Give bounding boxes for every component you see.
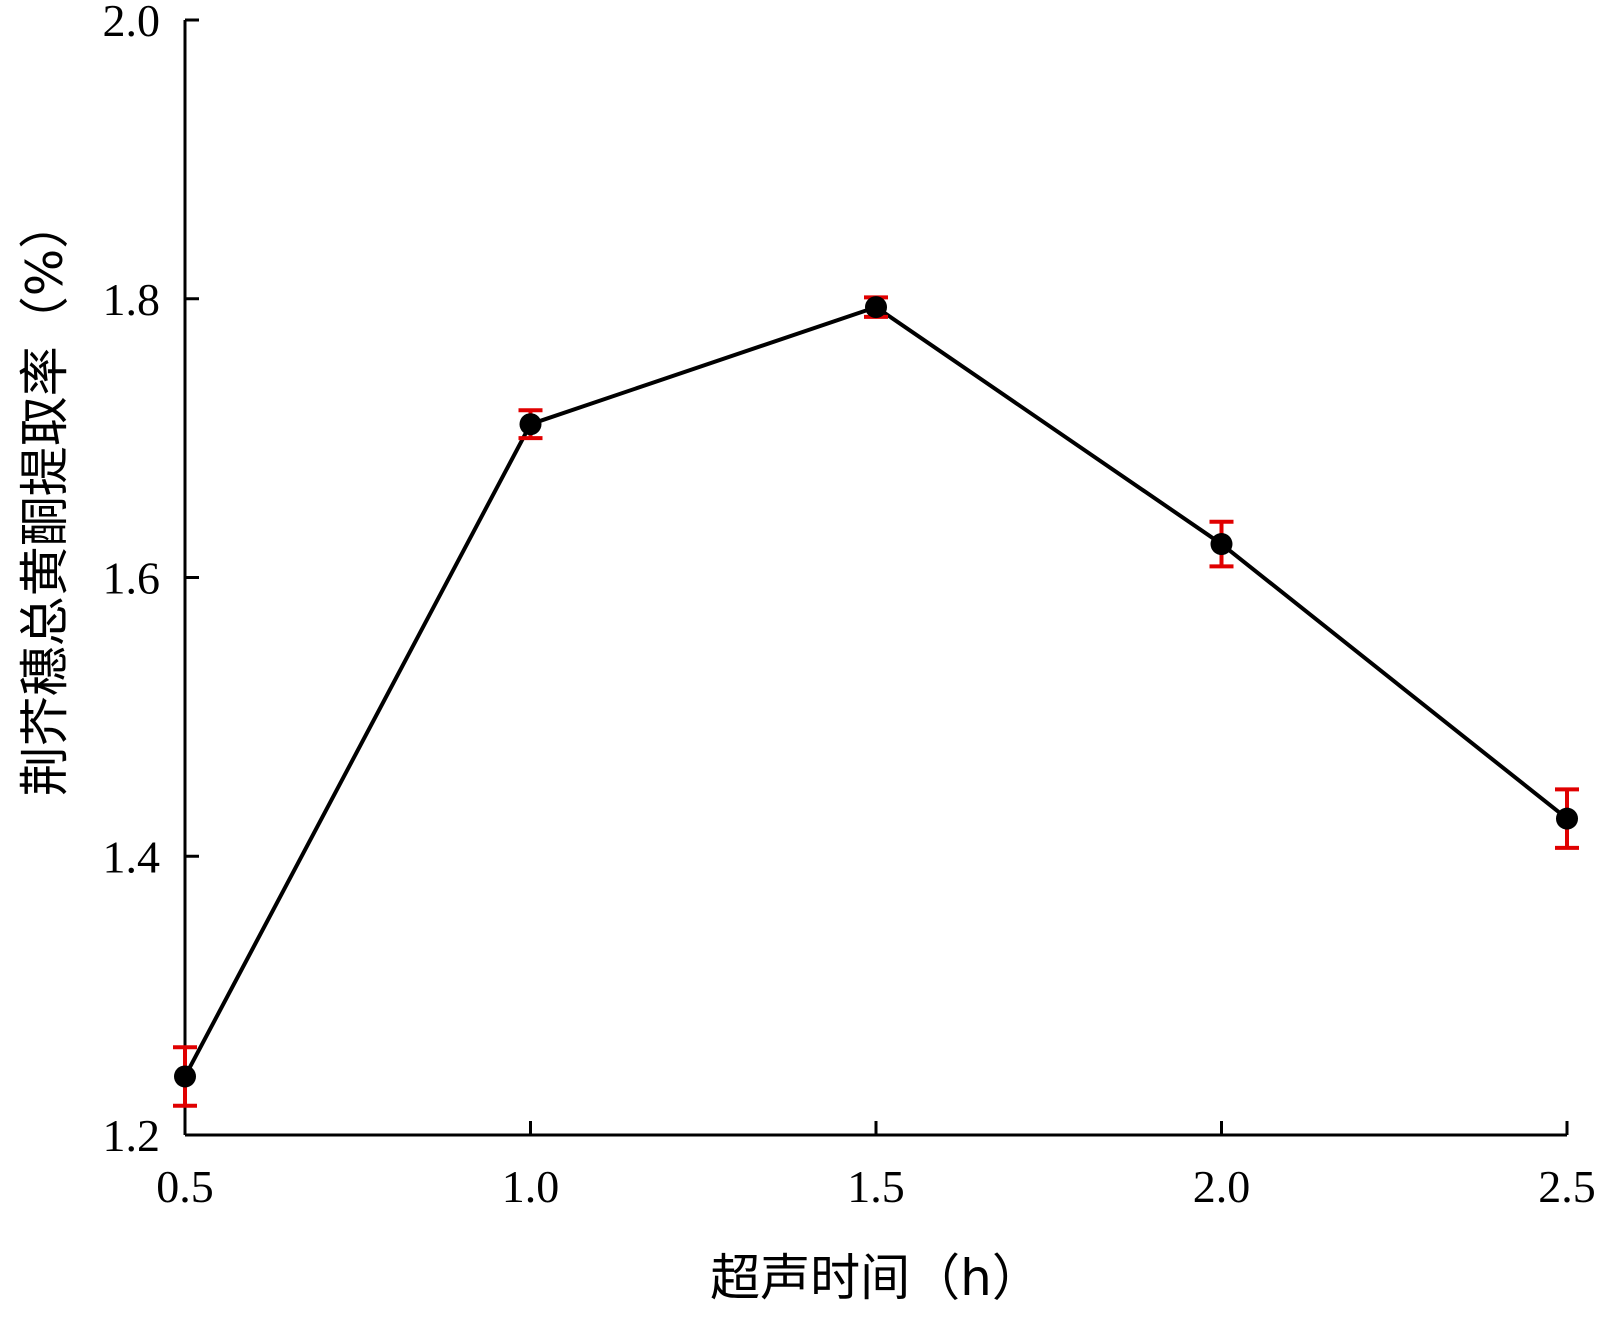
x-tick-label: 1.0 (502, 1161, 560, 1212)
data-point (1210, 533, 1233, 556)
axes (183, 20, 1567, 1137)
x-tick-label: 1.5 (847, 1161, 905, 1212)
y-tick-label: 1.6 (103, 553, 161, 604)
y-tick-label: 2.0 (103, 0, 161, 46)
x-tick-label: 2.5 (1538, 1161, 1596, 1212)
x-tick-label: 0.5 (156, 1161, 214, 1212)
series-line (183, 305, 1569, 1078)
series-group (173, 295, 1579, 1108)
data-point (1556, 807, 1578, 830)
x-tick-label: 2.0 (1193, 1161, 1251, 1212)
y-axis-title: 荆芥穗总黄酮提取率（%） (16, 199, 74, 797)
x-axis-title: 超声时间（h） (710, 1249, 1042, 1307)
y-tick-label: 1.8 (103, 274, 161, 325)
data-point (519, 413, 542, 436)
x-axis-ticks: 0.5 1.0 1.5 2.0 2.5 (156, 1121, 1596, 1212)
y-tick-label: 1.2 (103, 1110, 161, 1161)
y-tick-label: 1.4 (103, 831, 161, 882)
data-point (174, 1065, 196, 1088)
y-axis-ticks: 1.2 1.4 1.6 1.8 2.0 (103, 0, 199, 1161)
data-point (865, 296, 887, 319)
